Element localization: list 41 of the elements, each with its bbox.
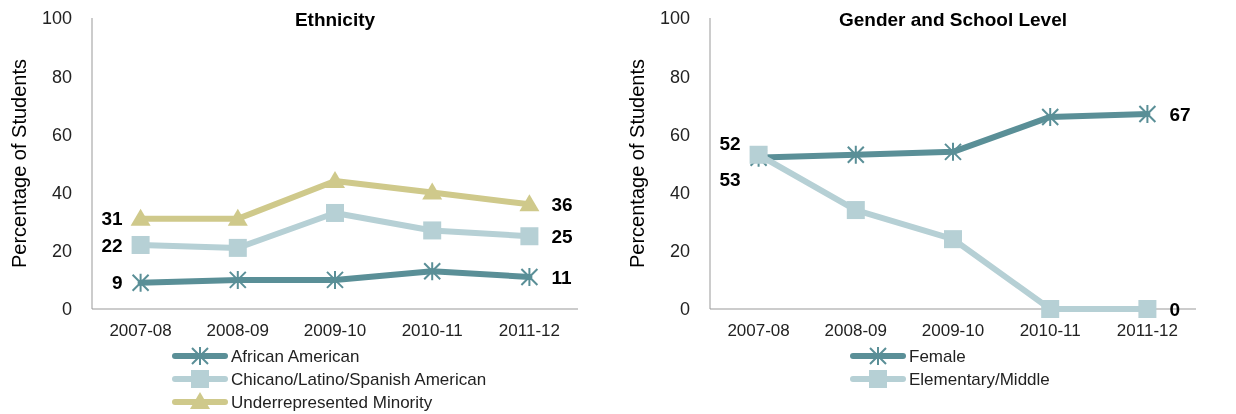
x-tick-label: 2009-10 bbox=[303, 321, 367, 340]
legend-label: African American bbox=[231, 346, 360, 366]
data-label: 67 bbox=[1169, 103, 1191, 125]
y-tick-label: 80 bbox=[51, 66, 72, 87]
legend-label: Chicano/Latino/Spanish American bbox=[231, 369, 487, 389]
y-axis-title: Percentage of Students bbox=[8, 58, 30, 269]
y-tick-label: 60 bbox=[669, 124, 690, 145]
x-tick-label: 2011-12 bbox=[1116, 321, 1178, 340]
x-tick-label: 2008-09 bbox=[206, 321, 269, 340]
x-tick-label: 2009-10 bbox=[921, 321, 985, 340]
chart-title: Gender and School Level bbox=[838, 9, 1068, 30]
legend-label: Female bbox=[909, 346, 966, 366]
legend-label: Elementary/Middle bbox=[909, 369, 1050, 389]
y-tick-label: 40 bbox=[669, 182, 690, 203]
x-tick-label: 2010-11 bbox=[401, 321, 463, 340]
data-label: 25 bbox=[551, 225, 573, 247]
legend-label: Underrepresented Minority bbox=[231, 392, 433, 412]
data-label: 22 bbox=[101, 234, 123, 256]
y-tick-label: 100 bbox=[659, 8, 690, 29]
y-tick-label: 40 bbox=[51, 182, 72, 203]
x-tick-label: 2007-08 bbox=[727, 321, 790, 340]
x-tick-label: 2008-09 bbox=[824, 321, 887, 340]
data-label: 11 bbox=[551, 266, 572, 288]
x-tick-label: 2011-12 bbox=[498, 321, 560, 340]
data-label: 9 bbox=[112, 272, 123, 294]
y-tick-label: 0 bbox=[61, 299, 72, 320]
x-tick-label: 2010-11 bbox=[1019, 321, 1081, 340]
y-tick-label: 100 bbox=[41, 8, 72, 29]
data-label: 36 bbox=[551, 193, 573, 215]
data-label: 31 bbox=[101, 208, 124, 230]
y-tick-label: 0 bbox=[679, 299, 690, 320]
x-tick-label: 2007-08 bbox=[109, 321, 172, 340]
y-tick-label: 80 bbox=[669, 66, 690, 87]
y-axis-title: Percentage of Students bbox=[626, 58, 648, 269]
data-label: 0 bbox=[1169, 298, 1180, 320]
y-tick-label: 20 bbox=[669, 241, 690, 262]
chart-title: Ethnicity bbox=[294, 9, 376, 30]
y-tick-label: 60 bbox=[51, 124, 72, 145]
y-tick-label: 20 bbox=[51, 241, 72, 262]
data-label: 53 bbox=[719, 169, 741, 191]
data-label: 52 bbox=[719, 133, 741, 155]
